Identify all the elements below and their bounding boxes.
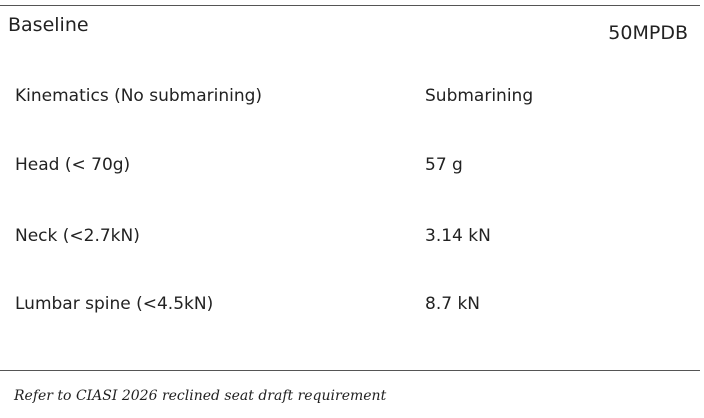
- label-cell: Neck (<2.7kN): [15, 226, 140, 246]
- title: Baseline: [8, 14, 89, 36]
- label-cell: Lumbar spine (<4.5kN): [15, 294, 214, 314]
- footnote: Refer to CIASI 2026 reclined seat draft …: [14, 388, 387, 404]
- tag: 50MPDB: [608, 22, 688, 44]
- value-cell: Submarining: [425, 86, 534, 106]
- label-cell: Kinematics (No submarining): [15, 86, 263, 106]
- top-rule: [0, 5, 700, 6]
- value-cell: 3.14 kN: [425, 226, 491, 246]
- value-cell: 57 g: [425, 155, 463, 175]
- bottom-rule: [0, 370, 700, 371]
- value-cell: 8.7 kN: [425, 294, 481, 314]
- label-cell: Head (< 70g): [15, 155, 131, 175]
